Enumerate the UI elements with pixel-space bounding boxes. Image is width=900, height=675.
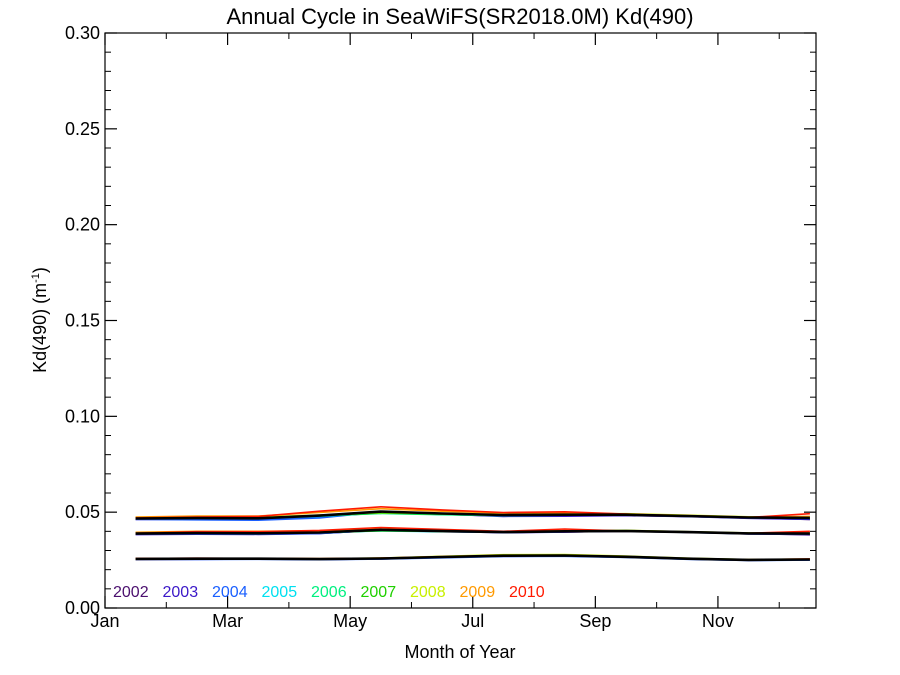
x-tick-label: Sep (579, 611, 611, 631)
legend-entry-2009: 2009 (460, 584, 496, 601)
plot-area (104, 32, 817, 609)
legend-entry-2003: 2003 (163, 584, 199, 601)
x-tick-label: May (333, 611, 367, 631)
y-axis: 0.00 0.05 0.10 0.15 0.20 0.25 0.30 (65, 23, 816, 618)
plot-frame (104, 32, 817, 609)
x-tick-label: Jan (90, 611, 119, 631)
chart-title: Annual Cycle in SeaWiFS(SR2018.0M) Kd(49… (226, 4, 693, 29)
y-axis-label-main: Kd(490) (m (30, 283, 50, 373)
y-tick-label: 0.10 (65, 406, 100, 426)
x-tick-label: Nov (702, 611, 734, 631)
y-tick-label: 0.05 (65, 502, 100, 522)
y-axis-label: Kd(490) (m-1) (30, 267, 50, 373)
legend-entry-2004: 2004 (212, 584, 248, 601)
legend-entry-2002: 2002 (113, 584, 149, 601)
x-tick-label: Jul (461, 611, 484, 631)
y-tick-label: 0.00 (65, 598, 100, 618)
legend-entry-2006: 2006 (311, 584, 347, 601)
series-layer (135, 505, 810, 562)
y-tick-label: 0.20 (65, 215, 100, 235)
y-tick-label: 0.30 (65, 23, 100, 43)
y-tick-label: 0.15 (65, 311, 100, 331)
legend-entry-2008: 2008 (410, 584, 446, 601)
y-tick-label: 0.25 (65, 119, 100, 139)
series-line-mean-group-3 (135, 554, 810, 562)
x-axis-label: Month of Year (404, 642, 515, 662)
x-axis: Jan Mar May Jul Sep Nov (90, 33, 780, 631)
legend-entry-2005: 2005 (262, 584, 298, 601)
legend-entry-2007: 2007 (361, 584, 397, 601)
y-axis-label-superscript: -1 (30, 273, 42, 283)
x-tick-label: Mar (212, 611, 243, 631)
series-line-mean-group-1 (135, 510, 810, 520)
series-line-mean-group-2 (135, 528, 810, 535)
legend: 2002 2003 2004 2005 2006 2007 2008 2009 2010 (113, 584, 545, 601)
legend-entry-2010: 2010 (509, 584, 545, 601)
y-axis-label-close: ) (30, 267, 50, 273)
